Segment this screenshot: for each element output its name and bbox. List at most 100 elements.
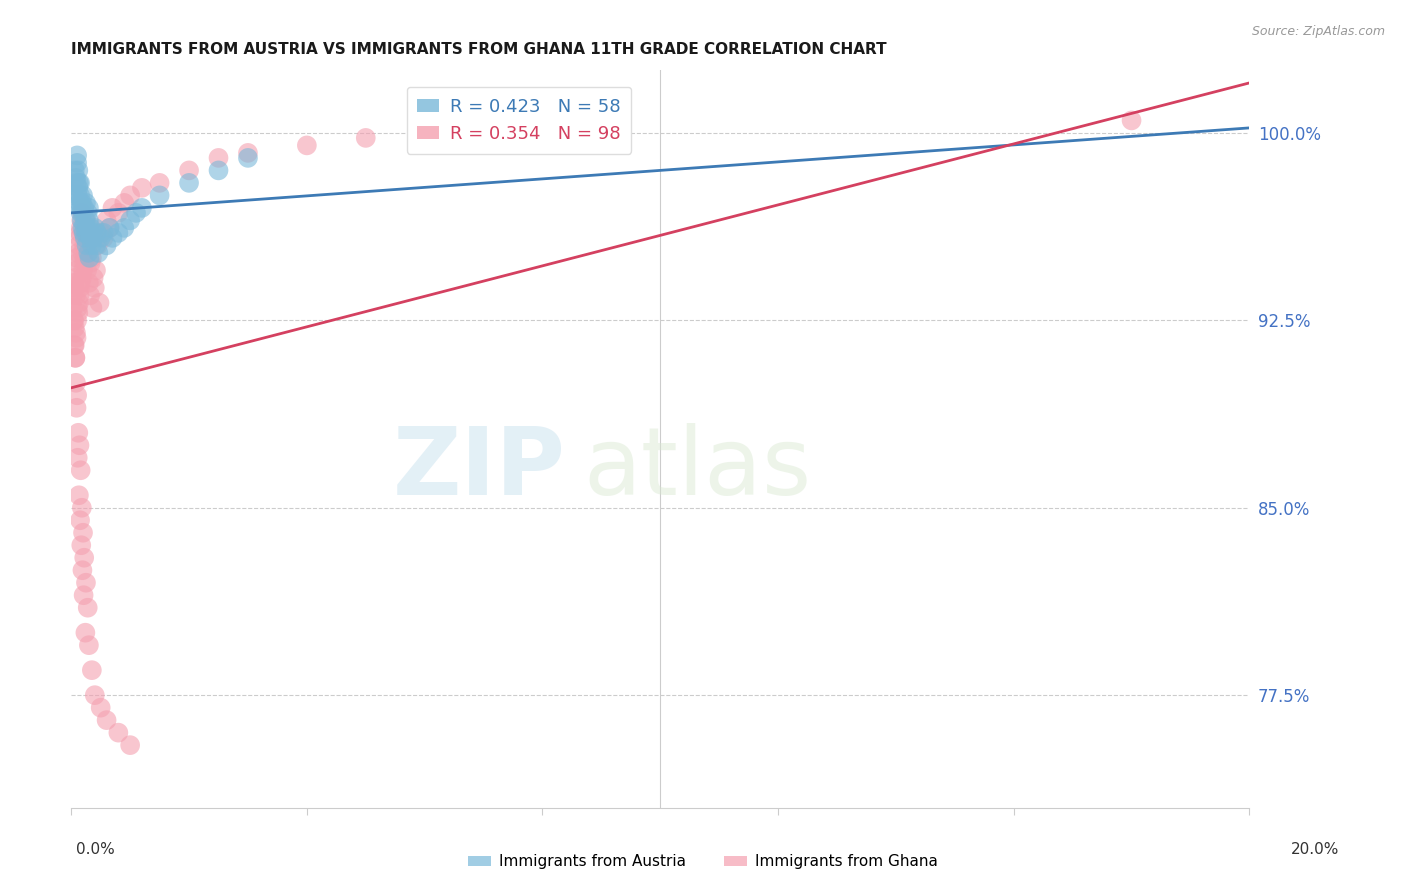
Point: [177, 163, 200, 178]
Point: [73, 238, 96, 252]
Point: [75, 575, 97, 590]
Point: [69, 226, 91, 240]
Point: [112, 220, 135, 235]
Point: [63, 163, 86, 178]
Point: [77, 276, 100, 290]
Point: [177, 176, 200, 190]
Point: [67, 295, 90, 310]
Point: [65, 376, 87, 390]
Point: [65, 401, 87, 415]
Point: [72, 263, 94, 277]
Point: [72, 226, 94, 240]
Point: [70, 538, 93, 552]
Point: [82, 226, 104, 240]
Point: [75, 226, 97, 240]
Point: [66, 388, 89, 402]
Point: [83, 281, 105, 295]
Point: [107, 725, 129, 739]
Point: [83, 231, 105, 245]
Point: [236, 151, 259, 165]
Point: [90, 700, 112, 714]
Point: [83, 688, 105, 702]
Point: [69, 463, 91, 477]
Point: [65, 263, 87, 277]
Point: [66, 156, 89, 170]
Point: [65, 176, 87, 190]
Point: [66, 256, 89, 270]
Point: [72, 206, 94, 220]
Text: Source: ZipAtlas.com: Source: ZipAtlas.com: [1251, 25, 1385, 38]
Point: [70, 270, 93, 285]
Point: [67, 488, 90, 502]
Point: [65, 331, 87, 345]
Point: [77, 638, 100, 652]
Point: [83, 270, 105, 285]
Point: [62, 288, 84, 302]
Point: [84, 263, 107, 277]
Point: [70, 201, 93, 215]
Point: [89, 295, 111, 310]
Point: [67, 163, 90, 178]
Point: [69, 288, 91, 302]
Point: [62, 301, 84, 315]
Point: [72, 563, 94, 577]
Point: [69, 281, 91, 295]
Point: [96, 713, 118, 727]
Point: [86, 226, 108, 240]
Point: [75, 625, 97, 640]
Point: [107, 206, 129, 220]
Point: [63, 188, 86, 202]
Point: [96, 238, 118, 252]
Point: [87, 245, 110, 260]
Point: [93, 231, 115, 245]
Point: [73, 201, 96, 215]
Point: [70, 500, 93, 515]
Point: [80, 663, 103, 677]
Point: [67, 245, 90, 260]
Point: [76, 238, 98, 252]
Point: [80, 251, 103, 265]
Point: [67, 181, 90, 195]
Point: [72, 220, 94, 235]
Point: [66, 313, 89, 327]
Point: [77, 213, 100, 227]
Point: [63, 338, 86, 352]
Point: [63, 338, 86, 352]
Point: [63, 313, 86, 327]
Point: [69, 201, 91, 215]
Point: [72, 245, 94, 260]
Point: [77, 220, 100, 235]
Point: [72, 226, 94, 240]
Point: [77, 201, 100, 215]
Text: atlas: atlas: [583, 423, 813, 515]
Point: [295, 138, 318, 153]
Point: [69, 438, 91, 452]
Point: [69, 276, 91, 290]
Point: [63, 281, 86, 295]
Point: [69, 206, 91, 220]
Point: [63, 276, 86, 290]
Point: [69, 231, 91, 245]
Point: [79, 256, 101, 270]
Point: [82, 301, 104, 315]
Point: [76, 238, 98, 252]
Point: [131, 181, 153, 195]
Point: [63, 321, 86, 335]
Point: [90, 231, 112, 245]
Point: [1121, 113, 1143, 128]
Point: [76, 245, 98, 260]
Point: [72, 588, 94, 602]
Point: [75, 195, 97, 210]
Point: [65, 170, 87, 185]
Point: [96, 213, 118, 227]
Point: [67, 176, 90, 190]
Point: [70, 213, 93, 227]
Point: [76, 206, 98, 220]
Point: [90, 226, 112, 240]
Point: [72, 525, 94, 540]
Text: IMMIGRANTS FROM AUSTRIA VS IMMIGRANTS FROM GHANA 11TH GRADE CORRELATION CHART: IMMIGRANTS FROM AUSTRIA VS IMMIGRANTS FR…: [72, 42, 887, 57]
Y-axis label: 11th Grade: 11th Grade: [0, 396, 7, 483]
Point: [75, 213, 97, 227]
Point: [79, 251, 101, 265]
Point: [69, 220, 91, 235]
